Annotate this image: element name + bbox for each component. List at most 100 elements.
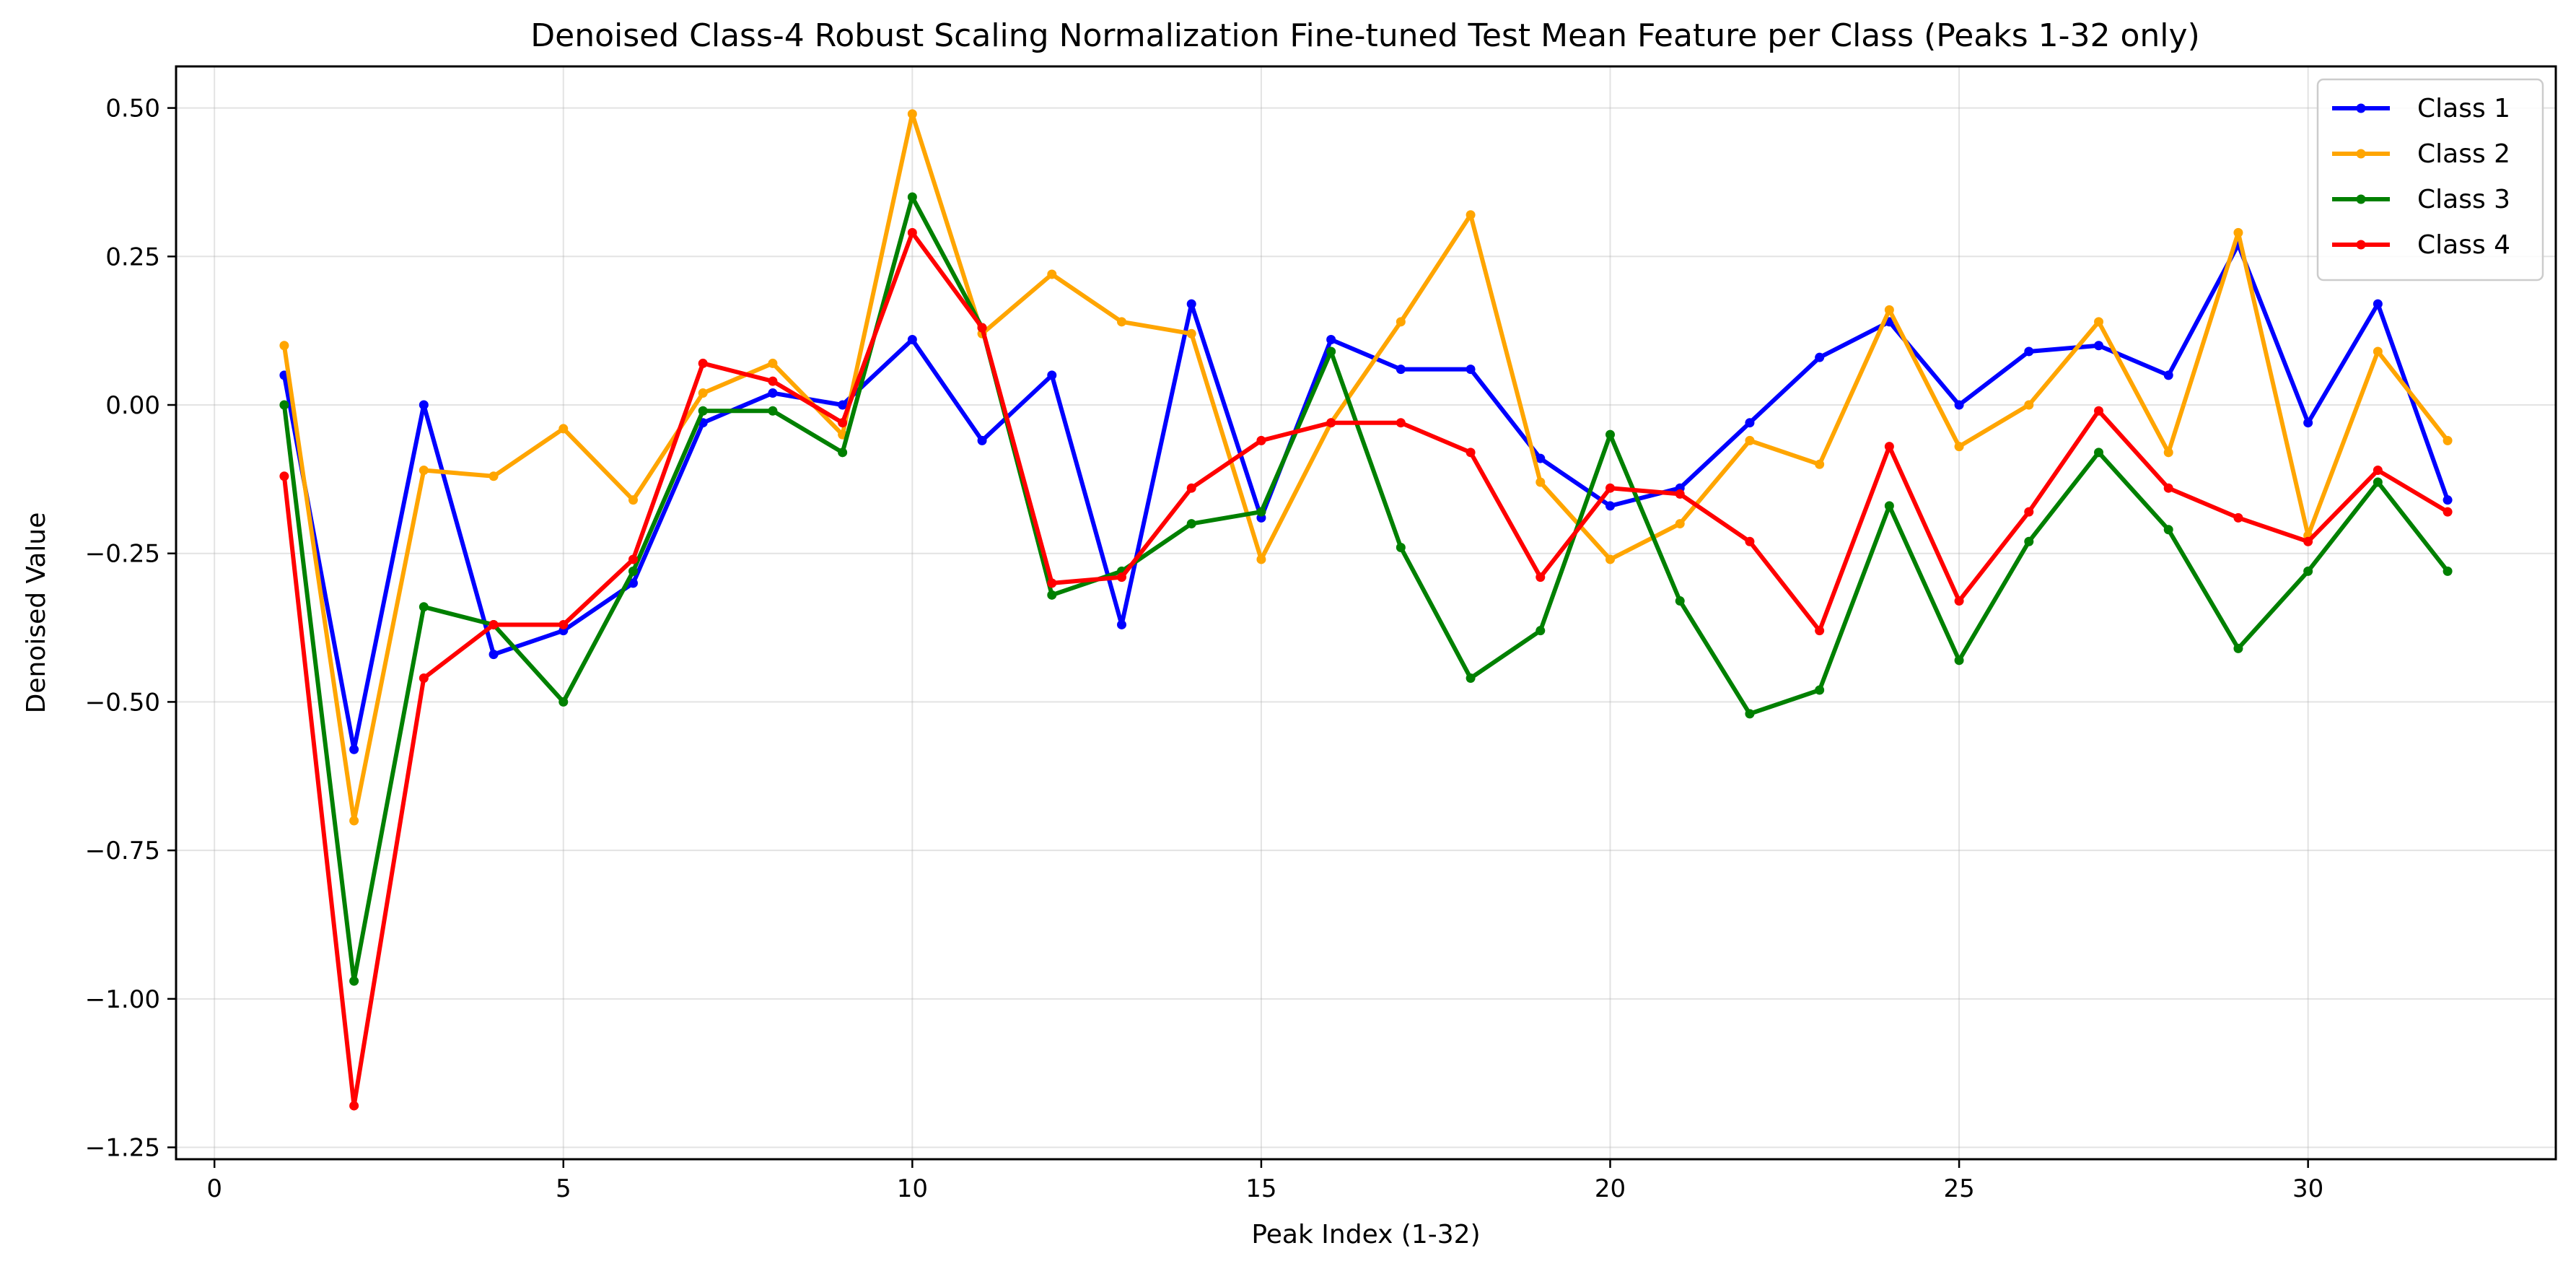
data-point bbox=[1745, 418, 1755, 428]
data-point bbox=[349, 744, 359, 754]
legend-marker bbox=[2356, 149, 2366, 159]
data-point bbox=[349, 816, 359, 826]
data-point bbox=[1745, 536, 1755, 546]
data-point bbox=[1047, 269, 1057, 279]
data-point bbox=[2373, 466, 2383, 476]
data-point bbox=[279, 400, 289, 410]
data-point bbox=[2163, 525, 2173, 535]
data-point bbox=[1605, 554, 1616, 564]
data-point bbox=[628, 578, 638, 588]
data-point bbox=[1605, 483, 1616, 493]
data-point bbox=[2094, 406, 2104, 416]
data-point bbox=[698, 358, 708, 368]
data-point bbox=[2443, 495, 2453, 505]
data-point bbox=[1954, 400, 1964, 410]
data-point bbox=[1745, 709, 1755, 719]
data-point bbox=[1466, 210, 1476, 220]
x-tick-label: 10 bbox=[897, 1174, 928, 1203]
series-3 bbox=[279, 192, 2453, 986]
data-point bbox=[628, 495, 638, 505]
data-point bbox=[1605, 501, 1616, 511]
data-point bbox=[1396, 542, 1406, 552]
data-point bbox=[628, 554, 638, 564]
x-tick-label: 15 bbox=[1245, 1174, 1276, 1203]
data-point bbox=[1466, 673, 1476, 684]
data-point bbox=[1186, 299, 1196, 309]
legend-item: Class 3 bbox=[2332, 185, 2510, 214]
data-point bbox=[279, 341, 289, 351]
data-point bbox=[1884, 442, 1894, 452]
data-point bbox=[768, 376, 778, 386]
data-point bbox=[1535, 477, 1546, 487]
data-point bbox=[1815, 352, 1825, 362]
data-point bbox=[2443, 435, 2453, 445]
data-point bbox=[349, 976, 359, 986]
data-point bbox=[1745, 435, 1755, 445]
legend-label: Class 4 bbox=[2417, 230, 2510, 260]
data-point bbox=[698, 388, 708, 398]
data-point bbox=[419, 602, 429, 612]
data-point bbox=[1884, 305, 1894, 315]
data-point bbox=[1047, 578, 1057, 588]
legend-marker bbox=[2356, 103, 2366, 113]
series-line bbox=[281, 230, 2449, 1108]
data-point bbox=[907, 192, 917, 202]
y-tick-label: 0.25 bbox=[105, 243, 160, 271]
data-point bbox=[1396, 317, 1406, 327]
data-point bbox=[907, 109, 917, 119]
data-point bbox=[1256, 435, 1266, 445]
data-point bbox=[2443, 566, 2453, 576]
data-point bbox=[2233, 512, 2243, 523]
series-layer bbox=[279, 109, 2453, 1111]
data-point bbox=[2094, 317, 2104, 327]
data-point bbox=[1675, 596, 1685, 606]
data-point bbox=[2303, 536, 2313, 546]
data-point bbox=[2373, 299, 2383, 309]
data-point bbox=[489, 619, 499, 629]
data-point bbox=[1954, 596, 1964, 606]
data-point bbox=[2303, 566, 2313, 576]
data-point bbox=[698, 406, 708, 416]
y-tick-label: −0.75 bbox=[85, 837, 160, 865]
series-line bbox=[281, 195, 2450, 984]
data-point bbox=[2303, 418, 2313, 428]
data-point bbox=[558, 424, 569, 434]
data-point bbox=[838, 418, 848, 428]
data-point bbox=[1326, 335, 1336, 344]
data-point bbox=[1116, 572, 1126, 583]
data-point bbox=[838, 400, 848, 410]
data-point bbox=[2094, 448, 2104, 458]
data-point bbox=[2233, 643, 2243, 653]
data-point bbox=[838, 448, 848, 458]
data-point bbox=[1884, 501, 1894, 511]
data-point bbox=[2024, 400, 2034, 410]
data-point bbox=[977, 435, 987, 445]
y-tick-label: −0.50 bbox=[85, 688, 160, 717]
data-point bbox=[1815, 685, 1825, 695]
data-point bbox=[2163, 448, 2173, 458]
y-axis-label: Denoised Value bbox=[22, 512, 51, 714]
data-point bbox=[1326, 346, 1336, 357]
legend-label: Class 3 bbox=[2417, 185, 2510, 214]
x-tick-label: 20 bbox=[1595, 1174, 1626, 1203]
legend-item: Class 2 bbox=[2332, 139, 2510, 169]
data-point bbox=[279, 471, 289, 481]
plot-frame bbox=[175, 65, 2557, 1161]
data-point bbox=[558, 697, 569, 707]
data-point bbox=[977, 323, 987, 333]
data-point bbox=[1535, 453, 1546, 463]
legend-marker bbox=[2356, 240, 2366, 250]
data-point bbox=[2024, 536, 2034, 546]
data-point bbox=[1466, 365, 1476, 375]
series-4 bbox=[279, 227, 2453, 1111]
x-axis: 0 5 10 15 20 25 30 bbox=[206, 1159, 2323, 1203]
x-tick-label: 5 bbox=[556, 1174, 571, 1203]
legend-item: Class 4 bbox=[2332, 230, 2510, 260]
data-point bbox=[768, 358, 778, 368]
data-point bbox=[2094, 341, 2104, 351]
data-point bbox=[1116, 619, 1126, 629]
data-point bbox=[1535, 626, 1546, 636]
data-point bbox=[1675, 489, 1685, 499]
data-point bbox=[1256, 507, 1266, 517]
x-tick-label: 30 bbox=[2292, 1174, 2323, 1203]
